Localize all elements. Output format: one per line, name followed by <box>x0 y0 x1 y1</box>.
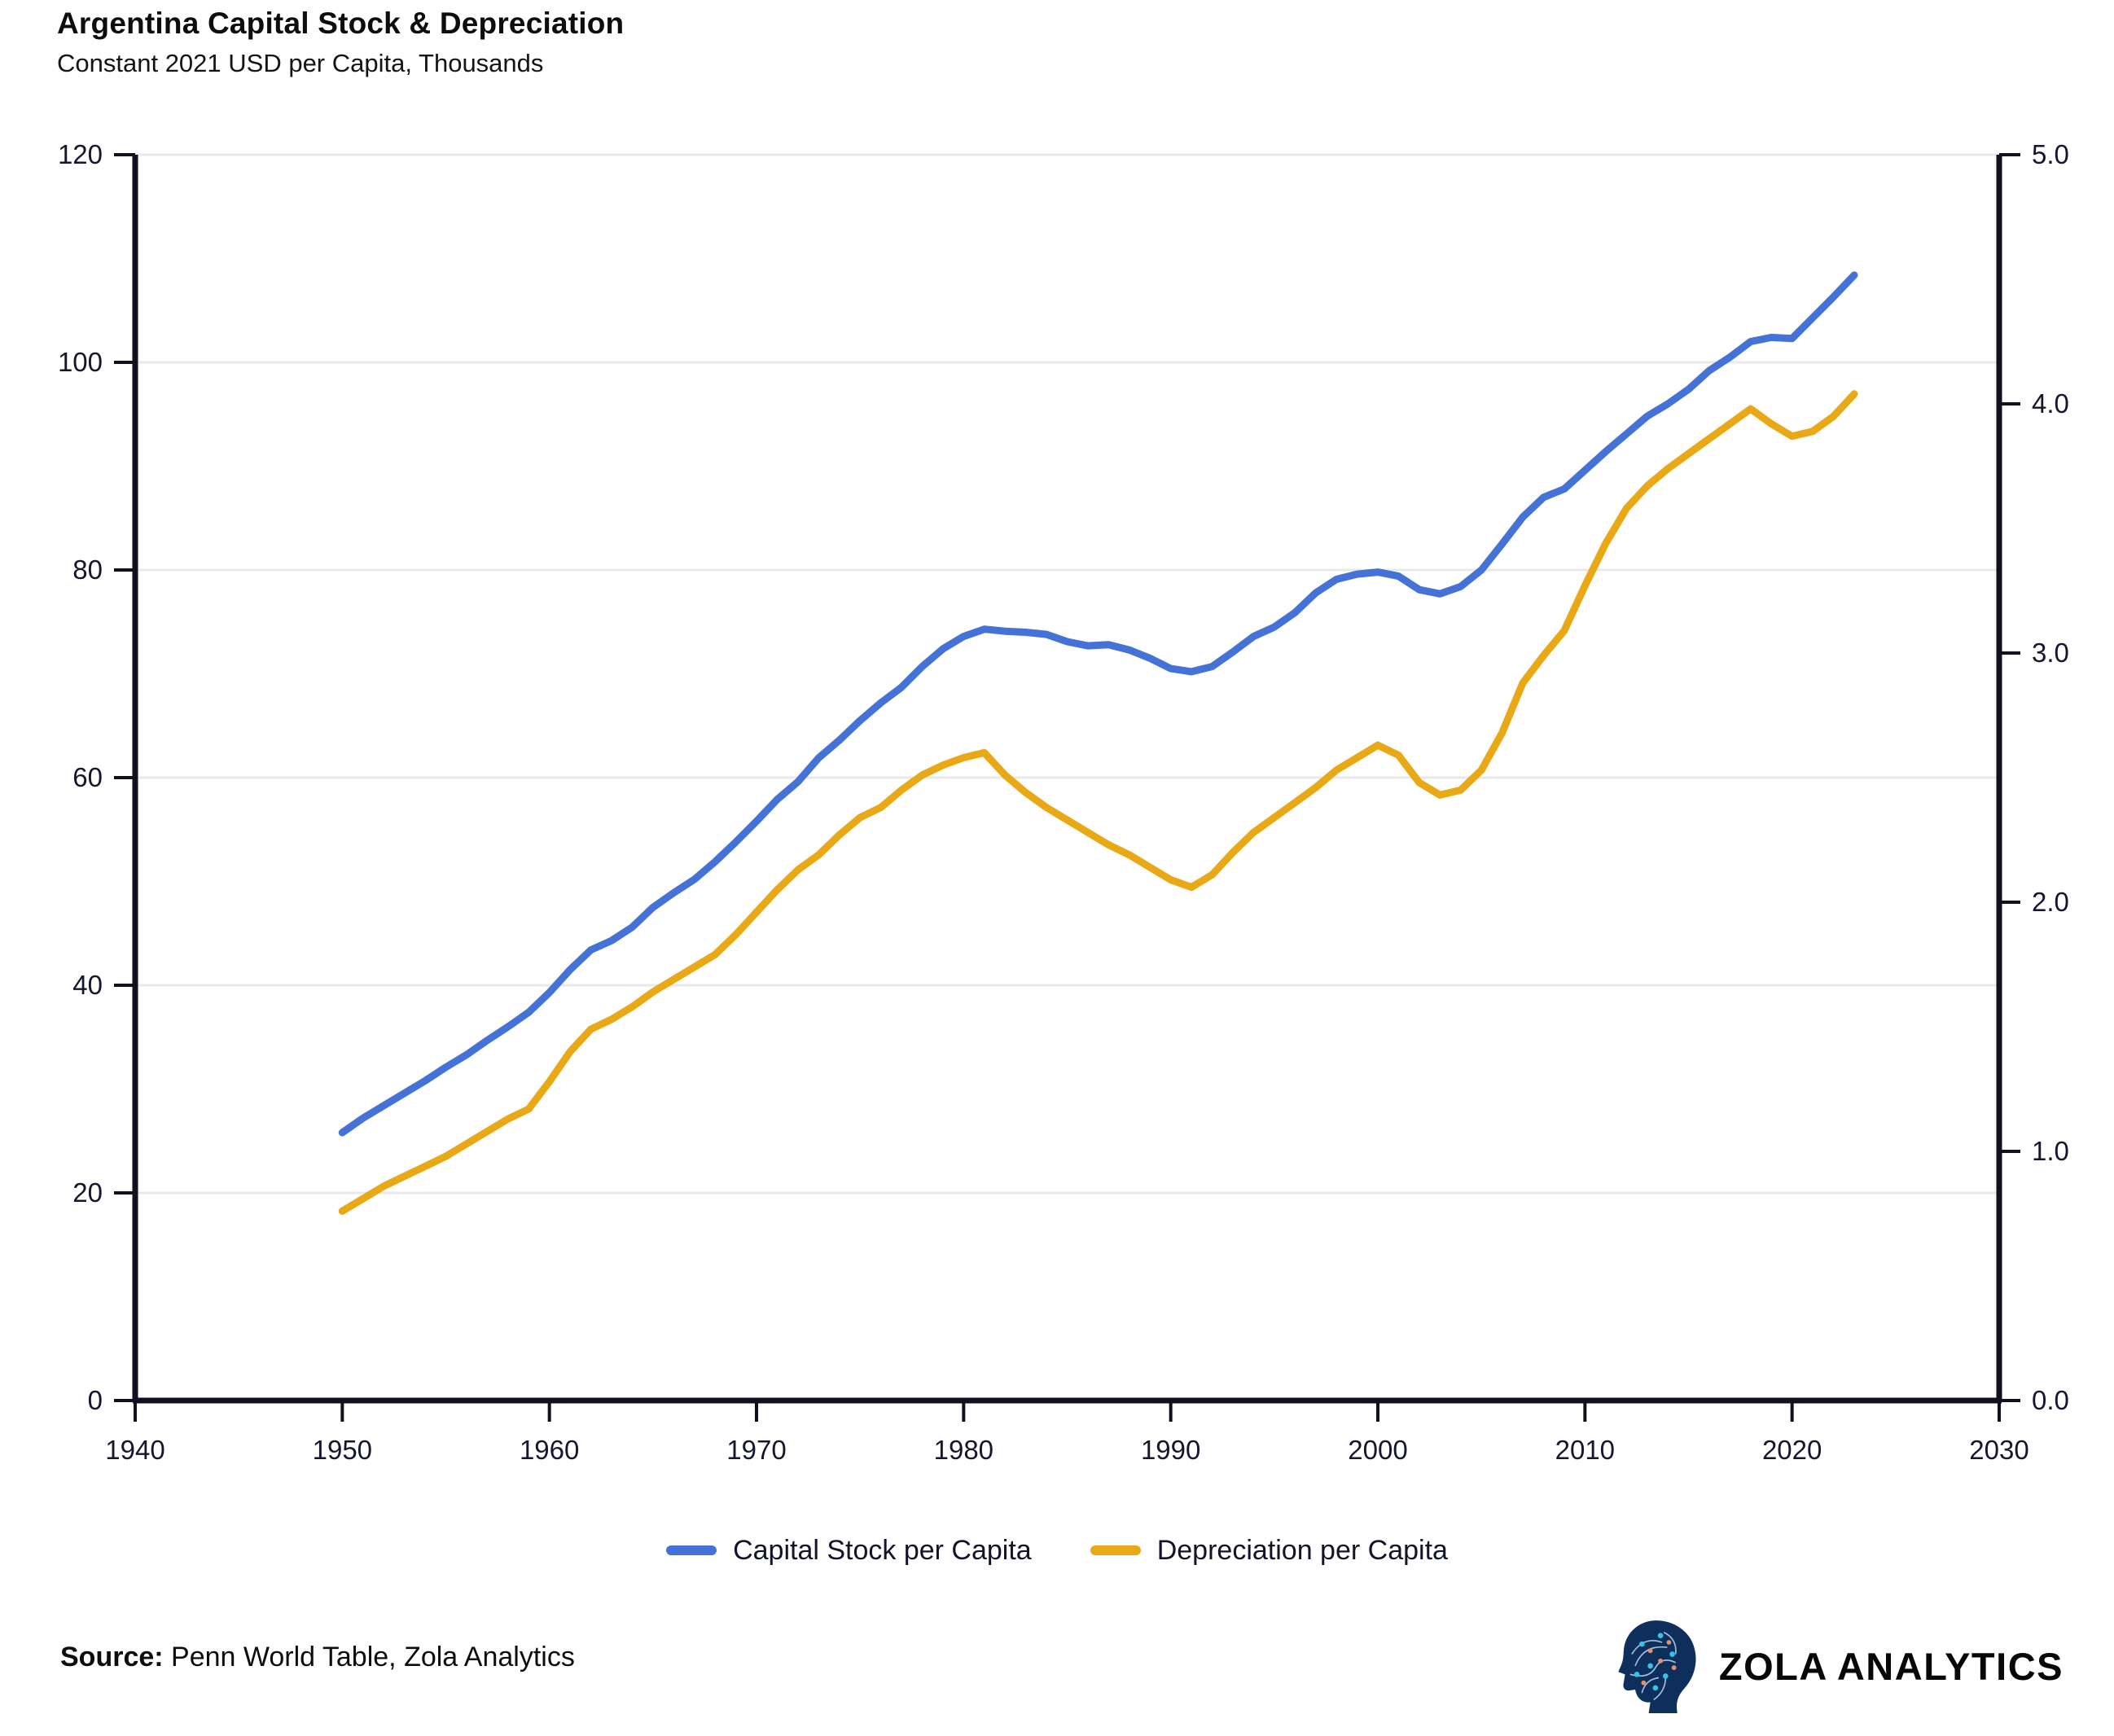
x-tick-label: 2020 <box>1762 1435 1822 1465</box>
y-right-tick-label: 2.0 <box>2032 887 2069 917</box>
source-label: Source: <box>60 1642 164 1672</box>
ticks-and-labels: 1940 1950 1960 1970 1980 1990 2000 2010 2020 2030… <box>58 139 2069 1465</box>
gridlines <box>135 153 1999 1195</box>
y-left-tick-label: 120 <box>58 139 103 169</box>
source-text: Penn World Table, Zola Analytics <box>163 1642 575 1672</box>
x-tick-label: 1960 <box>520 1435 579 1465</box>
x-tick-label: 1950 <box>313 1435 372 1465</box>
legend-item-depreciation: Depreciation per Capita <box>1090 1535 1448 1567</box>
y-left-tick-label: 80 <box>72 555 103 585</box>
source-note: Source: Penn World Table, Zola Analytics <box>60 1642 575 1673</box>
capital-stock-swatch <box>666 1545 717 1555</box>
x-tick-label: 2000 <box>1348 1435 1407 1465</box>
y-right-tick-label: 0.0 <box>2032 1385 2069 1415</box>
y-left-tick-label: 40 <box>72 970 103 1000</box>
x-tick-label: 1990 <box>1141 1435 1200 1465</box>
legend-label: Depreciation per Capita <box>1156 1534 1448 1566</box>
x-tick-label: 2030 <box>1969 1435 2028 1465</box>
capital-stock-line <box>338 271 1858 1137</box>
brand-name: ZOLA ANALYTICS <box>1718 1644 2064 1688</box>
page-title: Argentina Capital Stock & Depreciation <box>57 7 625 40</box>
y-right-tick-label: 5.0 <box>2032 139 2069 169</box>
legend-item-capital-stock: Capital Stock per Capita <box>666 1535 1032 1567</box>
y-left-tick-label: 20 <box>72 1177 103 1208</box>
y-right-tick-label: 4.0 <box>2032 388 2069 419</box>
depreciation-swatch <box>1090 1545 1141 1555</box>
y-right-tick-label: 3.0 <box>2032 638 2069 668</box>
x-tick-label: 2010 <box>1555 1435 1615 1465</box>
legend-label: Capital Stock per Capita <box>733 1534 1032 1566</box>
y-right-tick-label: 1.0 <box>2032 1136 2069 1166</box>
y-left-tick-label: 100 <box>58 347 103 377</box>
y-left-tick-label: 0 <box>88 1385 103 1415</box>
x-tick-label: 1940 <box>105 1435 164 1465</box>
x-tick-label: 1970 <box>726 1435 786 1465</box>
page-subtitle: Constant 2021 USD per Capita, Thousands <box>57 49 544 77</box>
circuit-head-icon <box>1618 1620 1696 1713</box>
x-tick-label: 1980 <box>934 1435 993 1465</box>
depreciation-line <box>338 390 1858 1215</box>
chart-legend: Capital Stock per Capita Depreciation pe… <box>0 1524 2114 1576</box>
y-left-tick-label: 60 <box>72 762 103 792</box>
brand-logo: ZOLA ANALYTICS <box>1616 1615 2064 1716</box>
